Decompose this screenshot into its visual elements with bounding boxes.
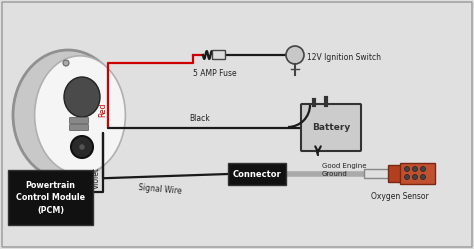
Text: 12V Ignition Switch: 12V Ignition Switch bbox=[307, 53, 381, 62]
Text: Signal Wire: Signal Wire bbox=[138, 183, 182, 196]
FancyBboxPatch shape bbox=[8, 170, 93, 225]
Circle shape bbox=[420, 175, 426, 180]
Text: Connector: Connector bbox=[233, 170, 282, 179]
Circle shape bbox=[79, 144, 85, 150]
FancyBboxPatch shape bbox=[401, 164, 436, 185]
Text: Good Engine
Ground: Good Engine Ground bbox=[322, 163, 366, 177]
Text: Battery: Battery bbox=[312, 123, 350, 132]
Text: Oxygen Sensor: Oxygen Sensor bbox=[371, 192, 429, 201]
Text: Red: Red bbox=[99, 103, 108, 117]
Text: Black: Black bbox=[190, 114, 210, 123]
FancyBboxPatch shape bbox=[301, 104, 361, 151]
Circle shape bbox=[404, 175, 410, 180]
FancyBboxPatch shape bbox=[212, 51, 226, 60]
FancyBboxPatch shape bbox=[389, 166, 403, 183]
Text: Violet: Violet bbox=[91, 167, 100, 189]
Circle shape bbox=[420, 167, 426, 172]
FancyBboxPatch shape bbox=[70, 118, 89, 124]
FancyBboxPatch shape bbox=[365, 170, 393, 179]
Circle shape bbox=[63, 60, 69, 66]
Ellipse shape bbox=[35, 56, 126, 174]
Ellipse shape bbox=[64, 77, 100, 117]
Circle shape bbox=[412, 167, 418, 172]
Text: 5 AMP Fuse: 5 AMP Fuse bbox=[193, 69, 237, 78]
Circle shape bbox=[286, 46, 304, 64]
FancyBboxPatch shape bbox=[228, 163, 286, 185]
Circle shape bbox=[404, 167, 410, 172]
Ellipse shape bbox=[71, 136, 93, 158]
Circle shape bbox=[412, 175, 418, 180]
Text: Powertrain
Control Module
(PCM): Powertrain Control Module (PCM) bbox=[16, 181, 85, 214]
Ellipse shape bbox=[13, 50, 123, 180]
FancyBboxPatch shape bbox=[70, 124, 89, 130]
